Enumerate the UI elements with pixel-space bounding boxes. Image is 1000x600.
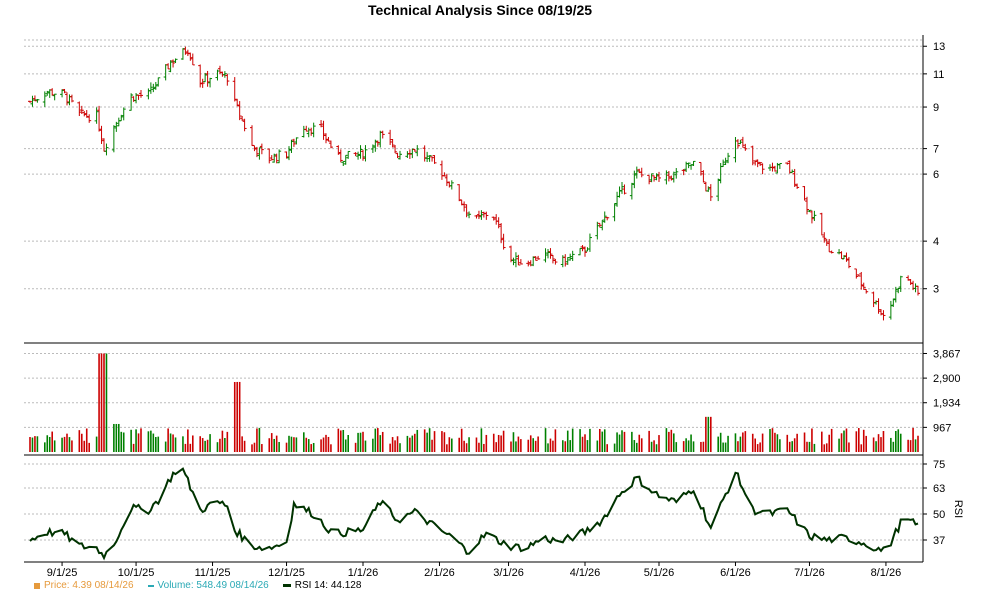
price-axis-tick-label: 9 bbox=[933, 102, 939, 114]
rsi-layer bbox=[29, 467, 919, 561]
volume-axis-tick-label: 967 bbox=[933, 422, 951, 434]
chart-legend: Price: 4.39 08/14/26 Volume: 548.49 08/1… bbox=[34, 580, 361, 591]
legend-volume-swatch bbox=[147, 584, 154, 587]
x-tick-label: 7/1/26 bbox=[794, 567, 825, 579]
legend-rsi-text: RSI 14: 44.128 bbox=[294, 580, 362, 591]
price-axis-tick-label: 11 bbox=[933, 69, 944, 81]
legend-rsi: RSI 14: 44.128 bbox=[282, 580, 362, 591]
price-axis-tick-label: 6 bbox=[933, 169, 939, 181]
volume-layer bbox=[29, 353, 919, 452]
rsi-axis-tick-label: 50 bbox=[933, 509, 945, 521]
x-tick-label: 11/1/25 bbox=[195, 567, 231, 579]
legend-volume-text: Volume: 548.49 08/14/26 bbox=[157, 580, 269, 591]
x-tick-label: 10/1/25 bbox=[118, 567, 155, 579]
x-tick-label: 3/1/26 bbox=[493, 567, 524, 579]
rsi-axis-label: RSI bbox=[952, 500, 964, 518]
legend-rsi-swatch bbox=[282, 584, 291, 587]
x-tick-label: 9/1/25 bbox=[47, 567, 78, 579]
price-axis-tick-label: 13 bbox=[933, 41, 945, 53]
price-axis-tick-label: 3 bbox=[933, 284, 939, 296]
volume-axis-tick-label: 1,934 bbox=[933, 398, 961, 410]
price-axis-tick-label: 4 bbox=[933, 236, 939, 248]
legend-price-swatch bbox=[34, 582, 40, 589]
legend-volume: Volume: 548.49 08/14/26 bbox=[147, 580, 269, 591]
chart-title: Technical Analysis Since 08/19/25 bbox=[368, 2, 592, 18]
volume-axis-tick-label: 3,867 bbox=[933, 348, 961, 360]
x-tick-label: 8/1/26 bbox=[871, 567, 902, 579]
price-axis-tick-label: 7 bbox=[933, 144, 939, 156]
legend-price: Price: 4.39 08/14/26 bbox=[34, 580, 134, 591]
price-layer bbox=[28, 46, 920, 321]
rsi-line bbox=[29, 467, 919, 561]
volume-axis-tick-label: 2,900 bbox=[933, 373, 961, 385]
x-tick-label: 6/1/26 bbox=[720, 567, 751, 579]
x-tick-label: 12/1/25 bbox=[268, 567, 305, 579]
legend-price-text: Price: 4.39 08/14/26 bbox=[44, 580, 134, 591]
rsi-axis-tick-label: 63 bbox=[933, 483, 945, 495]
x-tick-label: 1/1/26 bbox=[348, 567, 379, 579]
grid-layer bbox=[24, 45, 923, 541]
x-tick-label: 2/1/26 bbox=[424, 567, 455, 579]
rsi-axis-tick-label: 75 bbox=[933, 459, 945, 471]
axis-layer: 13 11 9 7 6 4 3 3,867 2,900 1,934 967 75 63 50 37 RSI 9/… bbox=[24, 35, 964, 579]
x-tick-label: 5/1/26 bbox=[644, 567, 675, 579]
x-tick-label: 4/1/26 bbox=[570, 567, 601, 579]
rsi-axis-tick-label: 37 bbox=[933, 535, 945, 547]
